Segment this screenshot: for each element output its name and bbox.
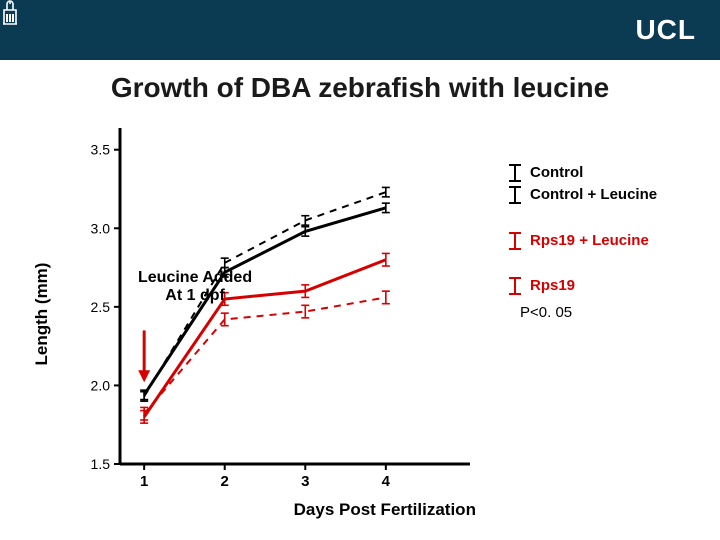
ucl-dome-icon bbox=[0, 0, 20, 26]
svg-text:4: 4 bbox=[382, 473, 391, 490]
ucl-logo-text: UCL bbox=[635, 14, 696, 46]
p-value: P<0. 05 bbox=[520, 304, 572, 321]
legend-rps19-leucine: Rps19 + Leucine bbox=[506, 232, 649, 249]
ucl-logo: UCL bbox=[635, 14, 696, 46]
svg-text:2: 2 bbox=[221, 473, 229, 490]
svg-text:3.0: 3.0 bbox=[91, 220, 111, 236]
legend-label: Control + Leucine bbox=[530, 186, 657, 203]
svg-text:3.5: 3.5 bbox=[91, 142, 111, 158]
svg-text:2.0: 2.0 bbox=[91, 377, 111, 393]
header-bar: UCL bbox=[0, 0, 720, 60]
legend-label: Rps19 + Leucine bbox=[530, 232, 649, 249]
legend-label: Rps19 bbox=[530, 277, 575, 294]
page-title: Growth of DBA zebrafish with leucine bbox=[0, 72, 720, 104]
svg-text:1.5: 1.5 bbox=[91, 456, 111, 472]
svg-text:3: 3 bbox=[301, 473, 309, 490]
leucine-annotation: Leucine Added At 1 dpf bbox=[138, 269, 252, 306]
svg-text:1: 1 bbox=[140, 473, 148, 490]
annot-line2: At 1 dpf bbox=[165, 287, 225, 304]
legend-control-leucine: Control + Leucine bbox=[506, 186, 657, 203]
y-axis-label: Length (mm) bbox=[32, 263, 52, 366]
svg-text:2.5: 2.5 bbox=[91, 299, 111, 315]
annot-line1: Leucine Added bbox=[138, 269, 252, 286]
growth-chart: Length (mm) Days Post Fertilization 1.52… bbox=[50, 114, 670, 514]
legend-label: Control bbox=[530, 164, 583, 181]
legend-rps19: Rps19 bbox=[506, 277, 575, 294]
legend-control: Control bbox=[506, 164, 583, 181]
